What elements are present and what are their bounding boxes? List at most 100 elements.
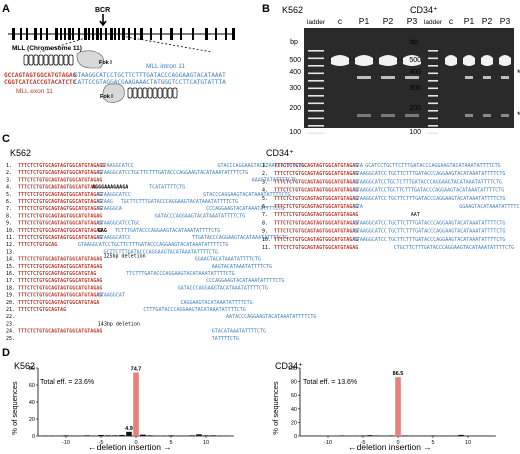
y-tick-label: 80 <box>29 366 35 372</box>
alignment-intron-seq: GTAAGGCATCCTGC <box>98 221 140 227</box>
alignment-intron-seq: GATACCCAGGAAGTACATAAATATTTTCTG <box>155 213 245 219</box>
cleaved-band <box>465 76 473 79</box>
ladder-band <box>428 110 438 112</box>
zinc-finger-unit <box>48 54 54 66</box>
alignment-row-number: 6. <box>6 199 12 205</box>
ladder-band <box>428 87 438 90</box>
gel-left-title: K562 <box>282 5 303 15</box>
ladder-band <box>308 132 324 135</box>
alignment-intron-seq: TCTTTGATACCCAGGAAGTACATAAATATTTTCTG <box>397 179 502 185</box>
bp-label: bp <box>290 39 298 46</box>
alignment-row-number: 12. <box>6 242 15 248</box>
alignment-exon-seq: TTTCTCTGTGCAGTAG <box>18 307 66 313</box>
alignment-left: 1. TTTCTCTGTGCAGTAGTGGCATGTAGAGGGTAAGGCAT… <box>6 163 316 342</box>
alignment-row-number: 8. <box>262 220 268 226</box>
bar <box>430 435 436 436</box>
ladder-band <box>428 50 438 52</box>
alignment-row-number: 15. <box>6 264 15 270</box>
fok1-label-top: Fok I <box>99 60 112 66</box>
alignment-row-number: 2. <box>262 171 268 177</box>
alignment-left-title: K562 <box>10 148 31 158</box>
zinc-finger-unit <box>152 87 158 99</box>
gel-lane-label: P1 <box>359 16 370 26</box>
panel-a-label: A <box>2 3 10 15</box>
alignment-exon-seq: TTTCTCTGTGCAGTAGTGGCATGTAGAG <box>274 229 358 235</box>
chromosome-label: MLL (Chromosome 11) <box>12 45 82 52</box>
bar <box>168 435 174 436</box>
alignment-row-number: 18. <box>6 285 15 291</box>
alignment-row-number: 11. <box>6 235 15 241</box>
alignment-intron-seq: GTA <box>354 204 363 210</box>
bp-marker: 200 <box>289 105 301 112</box>
cleaved-band <box>483 76 491 79</box>
main-band <box>403 55 421 66</box>
alignment-exon-seq: TTTCTCTGTGCAGTAGTGGCATGTAGAG <box>18 264 102 270</box>
cleaved-band <box>405 76 419 79</box>
zinc-finger-unit <box>33 54 39 66</box>
alignment-intron-seq: TGCTTCTTTGATACCCAGGAAGTACATAAATATTTTCTG <box>388 237 505 243</box>
bar <box>196 434 202 436</box>
chart-right-ylabel: % of sequences <box>271 381 280 435</box>
bar <box>63 435 69 436</box>
alignment-intron-seq: GTAAGGCATCC <box>98 235 131 241</box>
cleaved-band <box>381 114 395 117</box>
alignment-row-number: 7. <box>262 212 268 218</box>
x-tick-label: -5 <box>99 440 104 446</box>
bp-marker: 400 <box>409 69 421 76</box>
alignment-exon-seq: TTTCTCTGTGCAGTAGTGGCATGTAGAG <box>18 221 102 227</box>
alignment-row-number: 3. <box>262 179 268 185</box>
main-band <box>445 55 457 66</box>
alignment-intron-seq: GCATCCTGCTTCTTTGATACCCAGGAAGTACATAAATATT… <box>365 163 500 169</box>
alignment-row-number: 11. <box>262 245 271 251</box>
cleaved-band <box>483 114 491 117</box>
y-tick-label: 40 <box>29 400 35 406</box>
alignment-intron-seq: GTAAGGCATCCTGCTTCTTTGATACCCAGGAAGTACATAA… <box>78 242 229 248</box>
alignment-exon-seq: TTTCTCTGTGCAGTAGTGGCATGTAGAG <box>18 192 102 198</box>
gel-lane-label: P2 <box>383 16 394 26</box>
bar <box>388 435 394 436</box>
alignment-intron-seq: GTACATAAATATTTTCTG <box>212 329 266 335</box>
alignment-row-number: 5. <box>262 196 268 202</box>
bar <box>105 435 111 436</box>
fok1-domain-top <box>76 50 104 69</box>
zinc-finger-unit <box>147 87 153 99</box>
bp-marker: 500 <box>289 57 301 64</box>
alignment-exon-seq: TTTCTCTGTGCAGTAGTGGCATGTAGAG <box>274 196 358 202</box>
gel-lane-label: P2 <box>482 16 493 26</box>
alignment-intron-seq: GTACCCAGGAAGTACATAAATATTTTCTG <box>203 192 290 198</box>
alignment-intron-seq: TCTTTGATACCCAGGAAGTACATAAATATTTTCTG <box>115 228 220 234</box>
chart-left-ylabel: % of sequences <box>10 381 19 435</box>
alignment-exon-seq: TTTCTCTGTGCAGTAGTGGCATGTAGAG <box>18 177 102 183</box>
ladder-band <box>308 117 324 120</box>
alignment-exon-seq: TTTCTCTGTGCAGTAGTGGCATGTAGA <box>18 300 99 306</box>
bar <box>147 435 153 436</box>
ladder-band <box>308 80 324 82</box>
alignment-note: AAT <box>411 212 420 218</box>
alignment-row-number: 24. <box>6 329 15 335</box>
chart-right-xlabel: ←deletion insertion → <box>348 442 432 452</box>
alignment-intron-seq: CCCAGGAAGTACATAAATATTTTCTG <box>206 206 284 212</box>
cleaved-band <box>465 114 473 117</box>
band-asterisk: * <box>517 68 520 78</box>
ladder-band <box>308 87 324 90</box>
bar-data-label: 86.5 <box>393 371 404 377</box>
zinc-finger-unit <box>28 54 34 66</box>
seq-top-intron: GTAAGGCATCCTGCTTCTTTGATACCCAGGAAGTACATAA… <box>74 72 226 79</box>
main-band <box>463 55 475 66</box>
alignment-intron-seq: TGCTTCTTTGATACCCAGGAAGTACATAAATATTTTCTG <box>388 229 505 235</box>
ladder-band <box>308 95 324 97</box>
alignment-exon-seq: TTTCTCTGTGCAGTAGTGGCATGTAGAG <box>18 257 102 263</box>
ladder-band <box>428 102 438 105</box>
y-tick-label: 20 <box>29 417 35 423</box>
alignment-intron-seq: CAGGAAGTACATAAATATTTTCTG <box>180 300 252 306</box>
intron-label: MLL intron 11 <box>146 63 185 70</box>
alignment-intron-seq: TTCTTTGATACCCAGGAAGTACATAAATATTTTCTG <box>126 271 234 277</box>
main-band <box>355 55 373 66</box>
alignment-row-number: 5. <box>6 192 12 198</box>
alignment-intron-seq: AAGTACATAAATATTTTCTG <box>212 264 272 270</box>
alignment-intron-seq: GTAAGGCAT <box>98 293 125 299</box>
ladder-band <box>428 95 438 97</box>
